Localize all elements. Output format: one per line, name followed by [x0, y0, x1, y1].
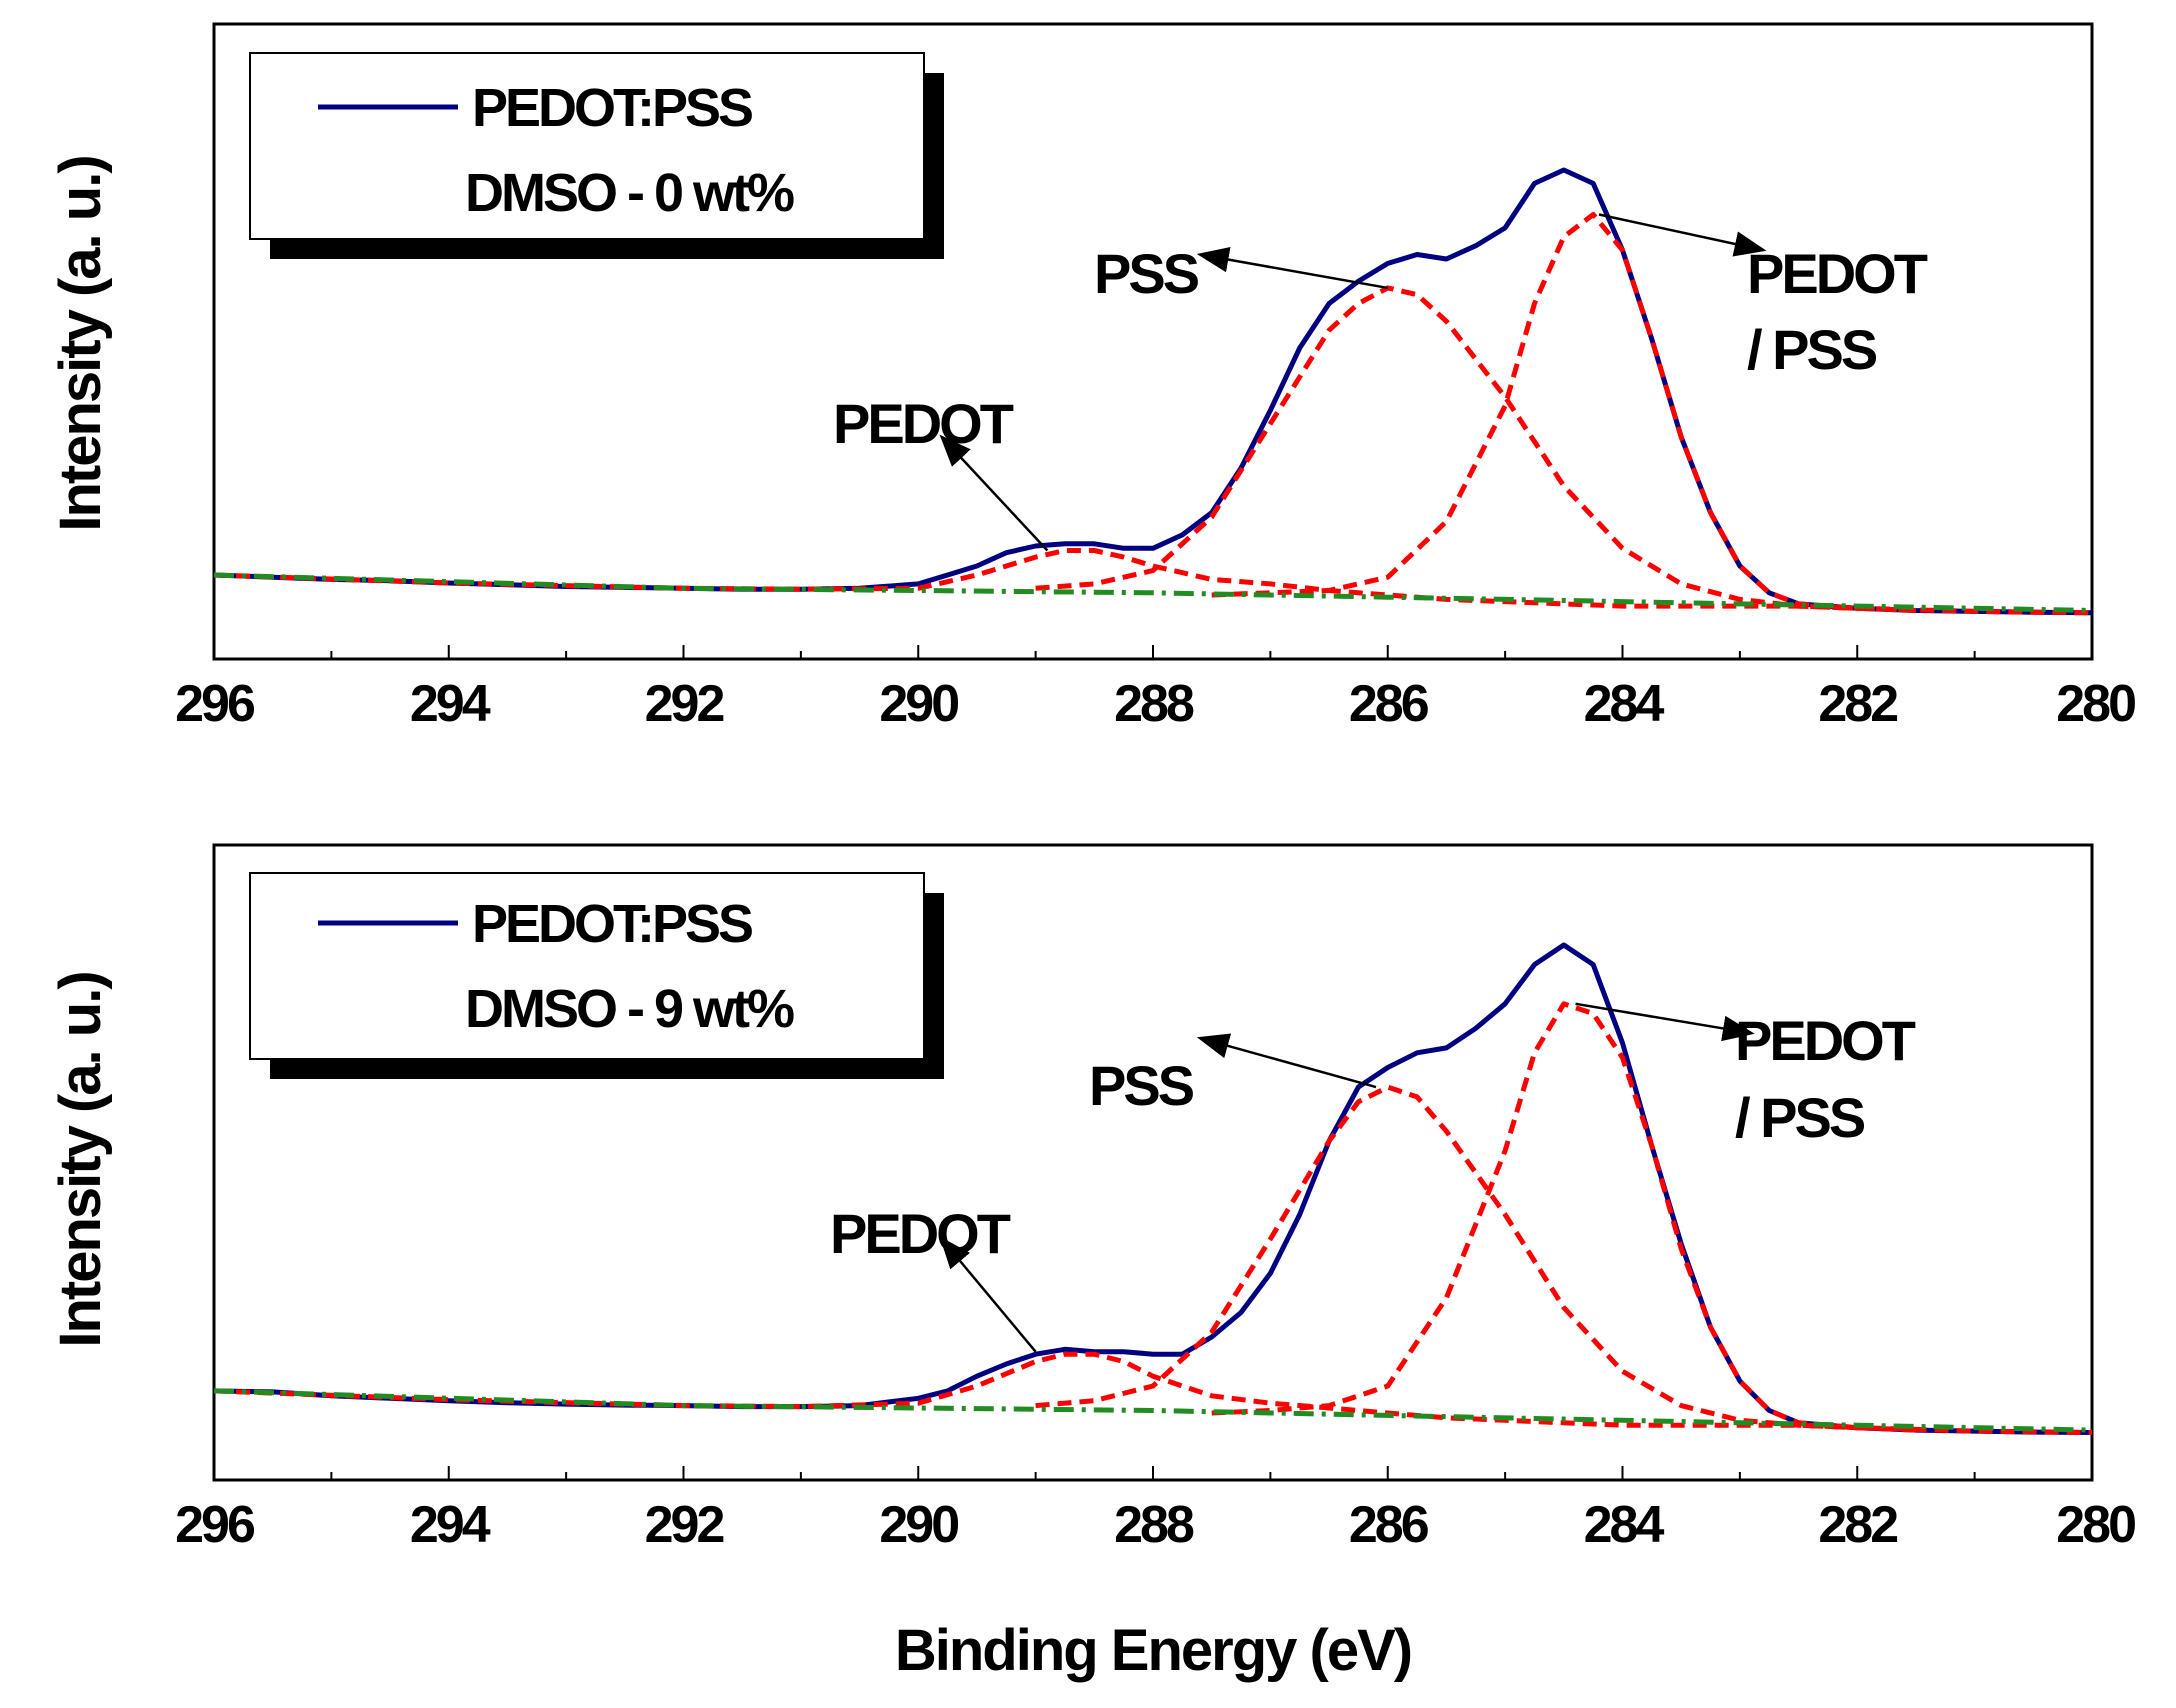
background-line	[213, 572, 2093, 613]
x-tick-label: 292	[645, 1496, 724, 1554]
annotation-layer: PSS PEDOT PEDOT / PSS	[830, 1002, 1919, 1353]
series-layer	[213, 167, 2093, 616]
x-tick-label: 290	[879, 1496, 958, 1554]
legend-box	[249, 52, 925, 240]
x-tick-label: 280	[2056, 1496, 2135, 1554]
x-tick-label: 282	[1818, 675, 1897, 733]
background-line	[213, 1388, 2093, 1433]
x-tick-label: 284	[1584, 675, 1665, 733]
chart-panel-bottom: PSS PEDOT PEDOT / PSS PEDOT:PSS DMSO - 9…	[48, 843, 2138, 1683]
x-tick-labels: 296 294 292 290 288 286 284 282 280	[175, 645, 2138, 733]
x-tick-label: 288	[1114, 675, 1194, 733]
x-tick-label: 282	[1818, 1496, 1897, 1554]
annotation-pedot-pss-line1: PEDOT	[1747, 242, 1928, 305]
x-tick-label: 286	[1349, 675, 1429, 733]
legend-label-line1: PEDOT:PSS	[472, 894, 752, 954]
x-tick-label: 280	[2056, 675, 2135, 733]
annotation-pedot: PEDOT	[833, 392, 1014, 455]
legend-label-line2: DMSO - 9 wt%	[465, 979, 794, 1039]
annotation-pss: PSS	[1094, 242, 1199, 305]
y-axis-title: Intensity (a. u.)	[48, 972, 113, 1347]
fit-peak-pedot-pss-line	[1211, 1001, 1917, 1433]
x-tick-label: 296	[175, 675, 255, 733]
annotation-arrow	[1575, 1002, 1755, 1042]
x-tick-label: 290	[879, 675, 958, 733]
chart-panel-top: PSS PEDOT PEDOT / PSS PEDOT:PSS DMSO - 0…	[48, 22, 2138, 733]
annotation-pedot-pss-line1: PEDOT	[1735, 1009, 1916, 1072]
annotation-pss: PSS	[1089, 1054, 1194, 1117]
legend: PEDOT:PSS DMSO - 9 wt%	[249, 872, 944, 1079]
annotation-pedot-pss-line2: / PSS	[1747, 318, 1877, 381]
fit-peak-pss-line	[1035, 1084, 1858, 1431]
annotation-arrow	[1598, 213, 1767, 257]
annotation-arrow	[939, 434, 1049, 552]
x-tick-label: 292	[645, 675, 724, 733]
x-tick-label: 294	[410, 675, 491, 733]
annotation-pedot: PEDOT	[830, 1202, 1011, 1265]
legend: PEDOT:PSS DMSO - 0 wt%	[249, 52, 944, 259]
x-tick-label: 294	[410, 1496, 491, 1554]
legend-label-line2: DMSO - 0 wt%	[465, 163, 794, 223]
x-tick-label: 286	[1349, 1496, 1429, 1554]
x-axis-title: Binding Energy (eV)	[895, 1618, 1411, 1683]
x-tick-label: 288	[1114, 1496, 1194, 1554]
annotation-arrow	[939, 1236, 1037, 1353]
annotation-arrow	[1196, 246, 1388, 290]
x-tick-label: 284	[1584, 1496, 1665, 1554]
x-tick-labels: 296 294 292 290 288 286 284 282 280	[175, 1466, 2138, 1554]
legend-label-line1: PEDOT:PSS	[472, 78, 752, 138]
fit-peak-pedot-line	[213, 548, 2093, 616]
y-axis-title: Intensity (a. u.)	[48, 156, 113, 531]
annotation-arrow	[1196, 1033, 1377, 1089]
annotation-pedot-pss-line2: / PSS	[1735, 1086, 1865, 1149]
fit-peak-pedot-pss-line	[1211, 212, 1916, 613]
x-tick-label: 296	[175, 1496, 255, 1554]
annotation-layer: PSS PEDOT PEDOT / PSS	[833, 213, 1931, 552]
series-layer	[213, 942, 2093, 1435]
legend-box	[249, 872, 925, 1060]
